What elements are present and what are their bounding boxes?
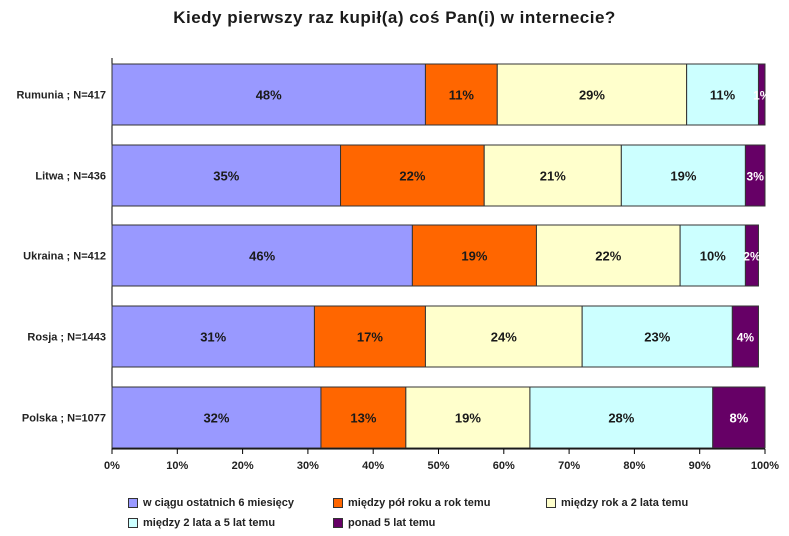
data-label: 23% [644, 330, 670, 345]
x-tick-label: 80% [623, 460, 645, 472]
data-label: 24% [491, 330, 517, 345]
x-tick-label: 30% [297, 460, 319, 472]
bar-segment-polska-s4 [529, 386, 714, 449]
legend-item: między rok a 2 lata temu [546, 497, 688, 509]
data-label: 3% [747, 170, 765, 184]
bar-segment-ukraina-s3 [535, 224, 681, 287]
bar-segment-polska-s2 [320, 386, 407, 449]
x-tick-label: 90% [689, 460, 711, 472]
data-label: 19% [461, 249, 487, 264]
bar-segment-rosja-s3 [424, 305, 583, 368]
data-label: 22% [399, 169, 425, 184]
data-label: 29% [579, 88, 605, 103]
category-label-polska: Polska ; N=1077 [22, 413, 106, 425]
legend-label: w ciągu ostatnich 6 miesięcy [143, 497, 295, 509]
legend-item: między pół roku a rok temu [333, 497, 490, 509]
bar-segment-ukraina-s1 [111, 224, 413, 287]
bar-segment-rumunia-s5 [757, 63, 766, 126]
data-label: 32% [203, 411, 229, 426]
chart-title: Kiedy pierwszy raz kupił(a) coś Pan(i) w… [173, 8, 616, 27]
bar-segment-rumunia-s4 [686, 63, 759, 126]
bar-segment-ukraina-s2 [411, 224, 537, 287]
bar-segment-ukraina-s4 [679, 224, 746, 287]
bar-segment-rumunia-s3 [496, 63, 688, 126]
data-label: 17% [357, 330, 383, 345]
bar-segment-litwa-s2 [340, 144, 485, 207]
bar-segment-litwa-s5 [744, 144, 766, 207]
data-label: 35% [213, 169, 239, 184]
data-label: 21% [540, 169, 566, 184]
data-label: 4% [737, 331, 755, 345]
legend-swatch [333, 518, 343, 528]
x-tick-label: 70% [558, 460, 580, 472]
category-label-litwa: Litwa ; N=436 [35, 171, 106, 183]
x-tick-label: 10% [166, 460, 188, 472]
bar-segment-polska-s1 [111, 386, 322, 449]
bar-segment-rumunia-s2 [424, 63, 498, 126]
x-tick-label: 100% [751, 460, 779, 472]
legend-label: ponad 5 lat temu [348, 517, 436, 529]
data-label: 1% [753, 89, 771, 103]
data-label: 28% [608, 411, 634, 426]
legend-label: między 2 lata a 5 lat temu [143, 517, 276, 529]
bar-segment-litwa-s4 [620, 144, 746, 207]
data-label: 10% [700, 249, 726, 264]
x-tick-label: 0% [104, 460, 120, 472]
data-label: 11% [449, 88, 475, 103]
bar-segment-rosja-s5 [731, 305, 759, 368]
data-label: 2% [743, 250, 761, 264]
category-label-ukraina: Ukraina ; N=412 [23, 251, 106, 263]
data-label: 48% [256, 88, 282, 103]
legend-item: w ciągu ostatnich 6 miesięcy [128, 497, 294, 509]
bar-segment-rosja-s2 [313, 305, 426, 368]
legend-label: między pół roku a rok temu [348, 497, 491, 509]
x-tick-label: 40% [362, 460, 384, 472]
x-tick-label: 50% [427, 460, 449, 472]
data-label: 13% [350, 411, 376, 426]
bar-segment-ukraina-s5 [744, 224, 759, 287]
bar-segment-rosja-s1 [111, 305, 315, 368]
bar-segment-litwa-s1 [111, 144, 342, 207]
category-label-rumunia: Rumunia ; N=417 [16, 90, 106, 102]
data-label: 31% [200, 330, 226, 345]
legend-swatch [128, 498, 138, 508]
legend-item: między 2 lata a 5 lat temu [128, 517, 275, 529]
bar-segment-rosja-s4 [581, 305, 733, 368]
data-label: 19% [670, 169, 696, 184]
data-label: 22% [595, 249, 621, 264]
data-label: 8% [729, 411, 748, 426]
legend-swatch [128, 518, 138, 528]
bar-segment-rumunia-s1 [111, 63, 426, 126]
legend-item: ponad 5 lat temu [333, 517, 435, 529]
data-label: 11% [710, 88, 736, 103]
legend-swatch [333, 498, 343, 508]
legend-label: między rok a 2 lata temu [561, 497, 689, 509]
category-label-rosja: Rosja ; N=1443 [27, 332, 106, 344]
bar-segment-polska-s5 [712, 386, 766, 449]
x-tick-label: 20% [232, 460, 254, 472]
x-tick-label: 60% [493, 460, 515, 472]
bar-segment-polska-s3 [405, 386, 531, 449]
data-label: 46% [249, 249, 275, 264]
legend-swatch [546, 498, 556, 508]
data-label: 19% [455, 411, 481, 426]
